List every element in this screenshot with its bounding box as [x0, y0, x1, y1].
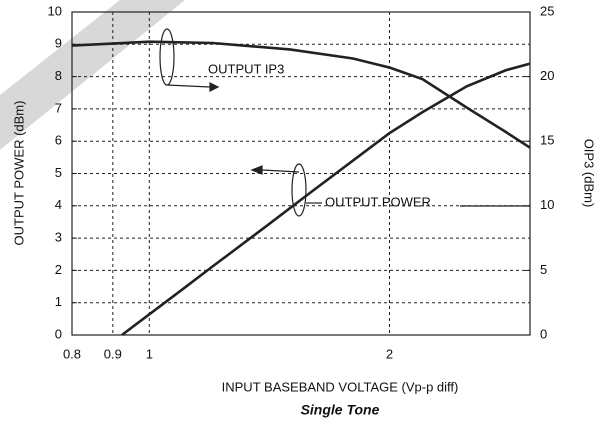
plot-frame [71, 11, 531, 336]
y2-axis-title: OIP3 (dBm) [582, 139, 597, 208]
y-tick-label: 9 [55, 36, 62, 51]
x-tick-label: 1 [146, 346, 153, 361]
y-tick-label: 10 [48, 3, 62, 18]
y-tick-label: 1 [55, 294, 62, 309]
annotation: OUTPUT POWER [325, 194, 431, 209]
y2-tick-label: 10 [540, 197, 554, 212]
y-tick-label: 5 [55, 165, 62, 180]
y2-tick-label: 15 [540, 133, 554, 148]
y2-tick-label: 25 [540, 3, 554, 18]
y2-tick-label: 5 [540, 262, 547, 277]
y2-tick-label: 0 [540, 326, 547, 341]
y-tick-label: 4 [55, 197, 62, 212]
y-tick-label: 3 [55, 230, 62, 245]
x-tick-label: 0.9 [104, 346, 122, 361]
series-line [121, 62, 530, 335]
y2-tick-label: 20 [540, 68, 554, 83]
series-line [72, 40, 530, 149]
y-tick-label: 8 [55, 68, 62, 83]
y-tick-label: 0 [55, 326, 62, 341]
y-tick-label: 7 [55, 100, 62, 115]
y-tick-label: 2 [55, 262, 62, 277]
x-axis-title: INPUT BASEBAND VOLTAGE (Vp-p diff) [222, 379, 459, 394]
annotation: OUTPUT IP3 [208, 61, 284, 76]
x-tick-label: 0.8 [63, 346, 81, 361]
x-tick-label: 2 [386, 346, 393, 361]
y-axis-title: OUTPUT POWER (dBm) [11, 101, 26, 246]
y-tick-label: 6 [55, 133, 62, 148]
watermark [0, 0, 185, 150]
subtitle: Single Tone [301, 402, 380, 418]
